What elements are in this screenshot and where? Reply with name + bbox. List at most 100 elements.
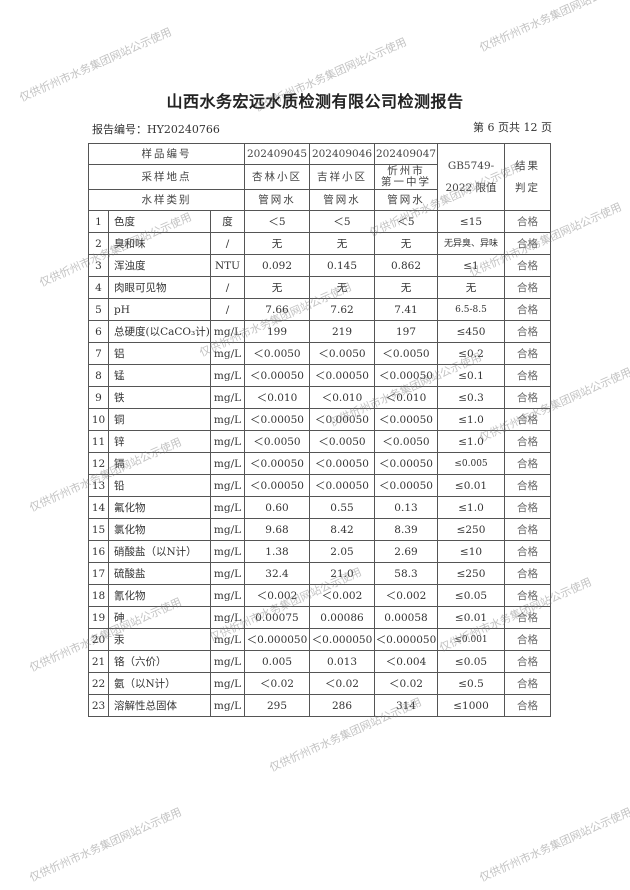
sample-3-value: ＜0.0050	[374, 430, 438, 453]
sample-3-value: 2.69	[374, 540, 438, 563]
sample-2-value: 286	[309, 694, 375, 717]
sample-2-value: 无	[309, 232, 375, 255]
table-row: 2 臭和味 / 无无无无异臭、异味 合格	[88, 232, 551, 255]
watermark: 仅供忻州市水务集团网站公示使用	[477, 0, 630, 55]
unit: mg/L	[210, 606, 245, 629]
limit-value: ≤0.005	[437, 452, 505, 475]
sample-3-value: 0.13	[374, 496, 438, 519]
item-no: 21	[88, 650, 109, 673]
unit: mg/L	[210, 386, 245, 409]
limit-value: ≤0.5	[437, 672, 505, 695]
limit-value: ≤450	[437, 320, 505, 343]
table-row: 16 硝酸盐（以N计） mg/L 1.38 2.05 2.69 ≤10 合格	[88, 540, 551, 563]
item-no: 10	[88, 408, 109, 431]
sample-1-value: ＜5	[244, 210, 310, 233]
sample-3-value: ＜0.0050	[374, 342, 438, 365]
sample-2-value: ＜0.00050	[309, 474, 375, 497]
limit-value: ≤0.001	[437, 628, 505, 651]
limit-value: ≤1.0	[437, 496, 505, 519]
sample-3-value: 7.41	[374, 298, 438, 321]
limit-value: ≤15	[437, 210, 505, 233]
sample-3-value: ＜5	[374, 210, 438, 233]
table-row: 9 铁 mg/L ＜0.010 ＜0.010 ＜0.010 ≤0.3 合格	[88, 386, 551, 409]
result: 合格	[504, 298, 551, 321]
unit: NTU	[210, 254, 245, 277]
item-name: 氨（以N计）	[108, 672, 211, 695]
limit-value: ≤0.2	[437, 342, 505, 365]
sample-3-value: ＜0.010	[374, 386, 438, 409]
table-row: 22 氨（以N计） mg/L ＜0.02 ＜0.02 ＜0.02 ≤0.5 合格	[88, 672, 551, 695]
sample-no: 202409045	[244, 143, 310, 165]
sample-1-value: 7.66	[244, 298, 310, 321]
water-type: 管网水	[374, 189, 438, 211]
sample-2-value: ＜0.02	[309, 672, 375, 695]
item-no: 2	[88, 232, 109, 255]
sample-3-value: 无	[374, 276, 438, 299]
sample-2-value: 21.0	[309, 562, 375, 585]
item-name: 汞	[108, 628, 211, 651]
sample-3-value: ＜0.004	[374, 650, 438, 673]
table-row: 6 总硬度(以CaCO₃计) mg/L 199 219 197 ≤450 合格	[88, 320, 551, 343]
result: 合格	[504, 320, 551, 343]
table-row: 12 镉 mg/L ＜0.00050 ＜0.00050 ＜0.00050 ≤0.005 合格	[88, 452, 551, 475]
item-no: 8	[88, 364, 109, 387]
sample-1-value: 0.60	[244, 496, 310, 519]
sample-1-value: 0.00075	[244, 606, 310, 629]
item-name: 溶解性总固体	[108, 694, 211, 717]
sample-2-value: 2.05	[309, 540, 375, 563]
limit-value: ≤250	[437, 518, 505, 541]
table-row: 19 砷 mg/L 0.00075 0.00086 0.00058 ≤0.01 合格	[88, 606, 551, 629]
unit: mg/L	[210, 474, 245, 497]
item-name: 铬（六价）	[108, 650, 211, 673]
item-no: 15	[88, 518, 109, 541]
item-name: 肉眼可见物	[108, 276, 211, 299]
table-row: 8 锰 mg/L ＜0.00050 ＜0.00050 ＜0.00050 ≤0.1 合格	[88, 364, 551, 387]
item-no: 6	[88, 320, 109, 343]
result-header: 结果 判定	[504, 143, 551, 211]
sample-1-value: ＜0.00050	[244, 452, 310, 475]
item-name: 铝	[108, 342, 211, 365]
table-row: 1 色度度＜5 ＜5 ＜5 ≤15 合格	[88, 210, 551, 233]
sample-3-value: 58.3	[374, 562, 438, 585]
results-table: 样品编号 202409045 202409046 202409047 GB574…	[88, 143, 551, 717]
sample-3-value: ＜0.02	[374, 672, 438, 695]
sample-1-value: 1.38	[244, 540, 310, 563]
item-no: 18	[88, 584, 109, 607]
page-info: 第 6 页共 12 页	[473, 121, 552, 134]
sample-1-value: ＜0.00050	[244, 474, 310, 497]
result: 合格	[504, 386, 551, 409]
unit: mg/L	[210, 628, 245, 651]
limit-value: ≤0.01	[437, 606, 505, 629]
unit: /	[210, 276, 245, 299]
limit-value: ≤1	[437, 254, 505, 277]
item-name: 铁	[108, 386, 211, 409]
limit-value: ≤1000	[437, 694, 505, 717]
unit: mg/L	[210, 518, 245, 541]
sample-3-value: 0.00058	[374, 606, 438, 629]
sample-1-value: 199	[244, 320, 310, 343]
water-type: 管网水	[244, 189, 310, 211]
sample-2-value: 无	[309, 276, 375, 299]
location: 杏林小区	[244, 164, 310, 190]
result: 合格	[504, 496, 551, 519]
unit: mg/L	[210, 540, 245, 563]
limit-value: 无	[437, 276, 505, 299]
sample-1-value: ＜0.00050	[244, 364, 310, 387]
sample-2-value: ＜0.010	[309, 386, 375, 409]
result: 合格	[504, 364, 551, 387]
sample-1-value: 9.68	[244, 518, 310, 541]
limit-value: ≤0.1	[437, 364, 505, 387]
sample-2-value: ＜0.00050	[309, 364, 375, 387]
sample-no: 202409046	[309, 143, 375, 165]
sample-2-value: ＜0.0050	[309, 342, 375, 365]
sample-3-value: ＜0.000050	[374, 628, 438, 651]
sample-1-value: ＜0.002	[244, 584, 310, 607]
sample-2-value: 8.42	[309, 518, 375, 541]
unit: mg/L	[210, 496, 245, 519]
unit: mg/L	[210, 694, 245, 717]
unit: mg/L	[210, 320, 245, 343]
watermark: 仅供忻州市水务集团网站公示使用	[27, 805, 184, 885]
sample-2-value: 0.013	[309, 650, 375, 673]
result: 合格	[504, 628, 551, 651]
location: 吉祥小区	[309, 164, 375, 190]
